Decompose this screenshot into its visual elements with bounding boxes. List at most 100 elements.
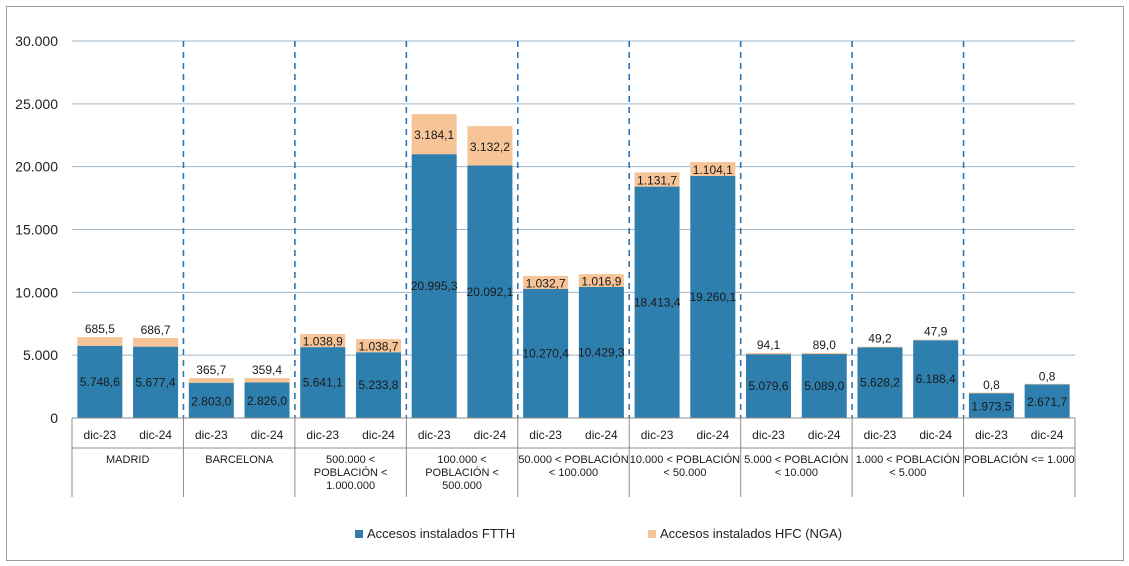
bar-value-label-hfc: 94,1 — [757, 338, 781, 352]
y-tick-label: 0 — [50, 410, 58, 426]
x-tick-label: dic-23 — [864, 428, 897, 442]
bar-ftth — [578, 286, 624, 418]
bar-ftth — [968, 393, 1014, 418]
bar-value-label-ftth: 5.628,2 — [860, 376, 900, 390]
bar-value-label-hfc: 0,8 — [1039, 369, 1056, 383]
bar-hfc — [690, 162, 736, 176]
bar-value-label-ftth: 5.079,6 — [749, 379, 789, 393]
legend-swatch-ftth — [355, 530, 363, 538]
bar-value-label-ftth: 2.826,0 — [247, 394, 287, 408]
bar-ftth — [746, 354, 792, 418]
bar-hfc — [467, 126, 513, 166]
bar-hfc — [1024, 383, 1070, 385]
bar-value-label-ftth: 18.413,4 — [634, 295, 681, 309]
bar-hfc — [244, 377, 290, 383]
x-tick-label: dic-23 — [529, 428, 562, 442]
bar-value-label-hfc: 1.016,9 — [581, 275, 621, 289]
group-label: 500.000 < POBLACIÓN <1.000.000 — [314, 454, 388, 492]
x-tick-label: dic-23 — [195, 428, 228, 442]
bar-hfc — [411, 114, 457, 155]
bar-hfc — [355, 339, 401, 353]
bar-ftth — [188, 382, 234, 418]
legend-label-ftth: Accesos instalados FTTH — [367, 526, 515, 541]
legend-label-hfc: Accesos instalados HFC (NGA) — [660, 526, 842, 541]
bar-value-label-ftth: 20.995,3 — [411, 279, 458, 293]
bar-ftth — [133, 346, 179, 418]
bar-value-label-hfc: 1.104,1 — [693, 163, 733, 177]
bar-ftth — [913, 340, 959, 418]
bar-value-label-hfc: 1.038,9 — [303, 335, 343, 349]
x-tick-label: dic-24 — [919, 428, 952, 442]
y-tick-label: 10.000 — [15, 284, 58, 300]
bar-hfc — [133, 338, 179, 347]
bar-hfc — [634, 172, 680, 187]
bar-ftth — [244, 382, 290, 418]
bar-value-label-ftth: 10.429,3 — [578, 345, 625, 359]
bar-value-label-hfc: 359,4 — [252, 363, 282, 377]
group-label: 5.000 < POBLACIÓN < 10.000 — [744, 453, 848, 479]
group-label: POBLACIÓN <= 1.000 — [964, 453, 1075, 466]
group-label: 50.000 < POBLACIÓN < 100.000 — [518, 453, 628, 479]
group-label: MADRID — [106, 454, 149, 466]
bar-hfc — [188, 378, 234, 383]
x-tick-label: dic-23 — [84, 428, 117, 442]
group-label: 100.000 < POBLACIÓN <500.000 — [425, 454, 499, 492]
bar-hfc — [913, 339, 959, 341]
bar-value-label-hfc: 1.032,7 — [526, 276, 566, 290]
bar-value-label-hfc: 365,7 — [196, 363, 226, 377]
bar-value-label-hfc: 47,9 — [924, 325, 948, 339]
bar-hfc — [523, 275, 569, 289]
x-tick-label: dic-24 — [139, 428, 172, 442]
x-tick-label: dic-23 — [418, 428, 451, 442]
x-tick-label: dic-23 — [641, 428, 674, 442]
bar-ftth — [77, 345, 123, 418]
bar-value-label-ftth: 5.641,1 — [303, 376, 343, 390]
bar-ftth — [801, 354, 847, 418]
bar-value-label-hfc: 3.132,2 — [470, 140, 510, 154]
bar-ftth — [523, 288, 569, 418]
bar-ftth — [467, 165, 513, 418]
bar-value-label-hfc: 685,5 — [85, 322, 115, 336]
legend-swatch-hfc — [648, 530, 656, 538]
bar-value-label-hfc: 1.038,7 — [358, 340, 398, 354]
bar-ftth — [300, 347, 346, 418]
bar-value-label-ftth: 20.092,1 — [467, 285, 514, 299]
y-tick-label: 25.000 — [15, 96, 58, 112]
bar-ftth — [690, 175, 736, 418]
bar-hfc — [801, 352, 847, 355]
bar-hfc — [77, 337, 123, 346]
y-tick-label: 20.000 — [15, 159, 58, 175]
bar-value-label-ftth: 1.973,5 — [971, 400, 1011, 414]
bar-ftth — [1024, 384, 1070, 418]
y-tick-label: 15.000 — [15, 222, 58, 238]
x-tick-label: dic-24 — [1031, 428, 1064, 442]
x-tick-label: dic-23 — [975, 428, 1008, 442]
bar-value-label-ftth: 2.671,7 — [1027, 395, 1067, 409]
y-tick-label: 5.000 — [23, 347, 58, 363]
bar-value-label-hfc: 1.131,7 — [637, 173, 677, 187]
x-tick-label: dic-23 — [306, 428, 339, 442]
bar-ftth — [411, 154, 457, 418]
x-tick-label: dic-24 — [251, 428, 284, 442]
bar-value-label-ftth: 10.270,4 — [522, 346, 569, 360]
bar-value-label-ftth: 5.748,6 — [80, 375, 120, 389]
bar-value-label-hfc: 89,0 — [813, 338, 837, 352]
bar-value-label-ftth: 5.677,4 — [136, 375, 176, 389]
x-tick-label: dic-24 — [808, 428, 841, 442]
bar-value-label-ftth: 5.233,8 — [358, 378, 398, 392]
bar-hfc — [746, 352, 792, 355]
x-tick-label: dic-23 — [752, 428, 785, 442]
bar-value-label-hfc: 49,2 — [868, 332, 892, 346]
bar-value-label-hfc: 3.184,1 — [414, 128, 454, 142]
chart-frame — [6, 6, 1124, 561]
bar-value-label-ftth: 5.089,0 — [804, 379, 844, 393]
bar-value-label-ftth: 19.260,1 — [689, 290, 736, 304]
bar-value-label-ftth: 2.803,0 — [191, 394, 231, 408]
y-tick-label: 30.000 — [15, 33, 58, 49]
bar-value-label-hfc: 686,7 — [141, 323, 171, 337]
group-label: 1.000 < POBLACIÓN < 5.000 — [856, 453, 960, 479]
x-tick-label: dic-24 — [474, 428, 507, 442]
bar-value-label-ftth: 6.188,4 — [916, 372, 956, 386]
group-label: 10.000 < POBLACIÓN < 50.000 — [630, 453, 740, 479]
